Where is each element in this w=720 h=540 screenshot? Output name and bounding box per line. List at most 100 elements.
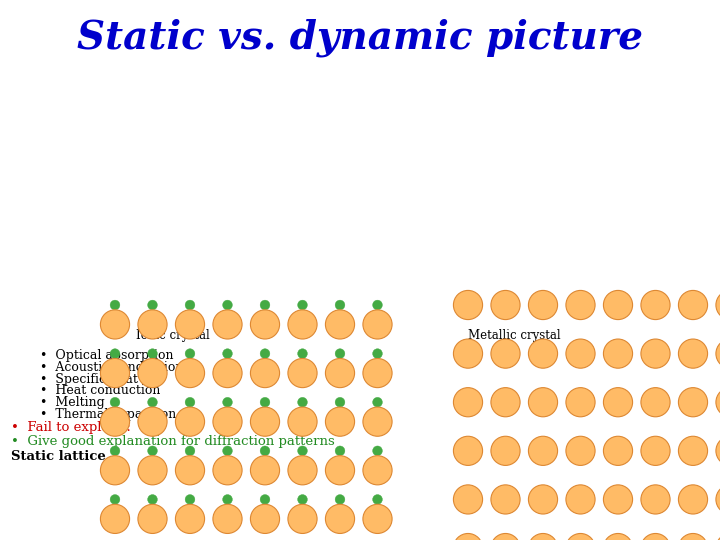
Circle shape [297,446,307,456]
Circle shape [528,534,557,540]
Circle shape [641,436,670,465]
Circle shape [373,495,382,504]
Circle shape [110,397,120,407]
Circle shape [454,436,482,465]
Circle shape [454,388,482,417]
Circle shape [641,485,670,514]
Circle shape [603,485,633,514]
Circle shape [213,310,242,339]
Circle shape [528,436,557,465]
Circle shape [176,359,204,388]
Circle shape [222,446,233,456]
Text: Static vs. dynamic picture: Static vs. dynamic picture [77,19,643,57]
Circle shape [716,339,720,368]
Circle shape [251,359,279,388]
Circle shape [335,300,345,310]
Circle shape [222,397,233,407]
Circle shape [641,291,670,320]
Circle shape [148,446,158,456]
Circle shape [288,504,317,534]
Circle shape [491,485,520,514]
Circle shape [641,339,670,368]
Circle shape [288,456,317,485]
Circle shape [110,349,120,359]
Circle shape [251,456,279,485]
Text: Ionic crystal: Ionic crystal [136,329,210,342]
Text: •  Heat conduction: • Heat conduction [40,384,160,397]
Circle shape [454,485,482,514]
Circle shape [678,485,708,514]
Circle shape [297,349,307,359]
Circle shape [363,456,392,485]
Circle shape [138,359,167,388]
Circle shape [678,339,708,368]
Circle shape [363,359,392,388]
Circle shape [251,504,279,534]
Circle shape [222,349,233,359]
Circle shape [251,310,279,339]
Circle shape [100,456,130,485]
Circle shape [185,495,195,504]
Circle shape [716,388,720,417]
Circle shape [716,534,720,540]
Circle shape [566,388,595,417]
Circle shape [325,407,354,436]
Circle shape [251,407,279,436]
Circle shape [454,291,482,320]
Text: Metallic crystal: Metallic crystal [469,329,561,342]
Circle shape [185,300,195,310]
Circle shape [213,407,242,436]
Circle shape [716,291,720,320]
Circle shape [678,436,708,465]
Circle shape [678,388,708,417]
Circle shape [716,436,720,465]
Circle shape [335,495,345,504]
Circle shape [373,397,382,407]
Circle shape [491,436,520,465]
Circle shape [528,291,557,320]
Circle shape [491,388,520,417]
Circle shape [678,291,708,320]
Circle shape [138,407,167,436]
Circle shape [335,446,345,456]
Circle shape [297,495,307,504]
Circle shape [148,495,158,504]
Circle shape [100,310,130,339]
Circle shape [325,504,354,534]
Circle shape [641,388,670,417]
Circle shape [288,359,317,388]
Circle shape [213,456,242,485]
Circle shape [260,495,270,504]
Circle shape [138,456,167,485]
Circle shape [566,291,595,320]
Circle shape [603,388,633,417]
Circle shape [148,349,158,359]
Circle shape [325,456,354,485]
Circle shape [373,349,382,359]
Circle shape [222,495,233,504]
Circle shape [260,300,270,310]
Circle shape [491,339,520,368]
Circle shape [176,456,204,485]
Circle shape [100,359,130,388]
Circle shape [603,339,633,368]
Circle shape [373,446,382,456]
Circle shape [363,407,392,436]
Text: •  Thermal expansion: • Thermal expansion [40,408,176,421]
Circle shape [363,504,392,534]
Circle shape [176,407,204,436]
Circle shape [213,504,242,534]
Circle shape [603,534,633,540]
Circle shape [528,388,557,417]
Circle shape [603,436,633,465]
Circle shape [110,300,120,310]
Circle shape [373,300,382,310]
Circle shape [260,397,270,407]
Circle shape [678,534,708,540]
Circle shape [641,534,670,540]
Circle shape [335,397,345,407]
Circle shape [491,291,520,320]
Circle shape [138,310,167,339]
Circle shape [176,310,204,339]
Circle shape [297,397,307,407]
